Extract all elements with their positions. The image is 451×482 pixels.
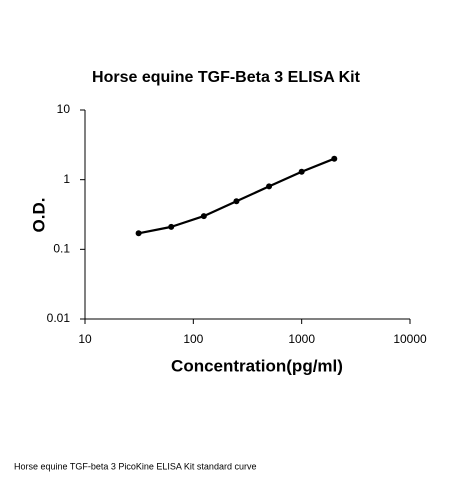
x-tick-label: 100 bbox=[183, 332, 203, 346]
y-tick-label: 10 bbox=[57, 102, 71, 116]
chart-title: Horse equine TGF-Beta 3 ELISA Kit bbox=[92, 69, 361, 86]
data-point bbox=[233, 198, 240, 205]
y-tick-label: 0.1 bbox=[53, 242, 70, 256]
x-tick-label: 1000 bbox=[288, 332, 315, 346]
data-point bbox=[135, 230, 142, 237]
data-point bbox=[168, 223, 175, 230]
data-line bbox=[138, 157, 335, 235]
x-tick-label: 10000 bbox=[393, 332, 427, 346]
y-axis-label: O.D. bbox=[29, 198, 48, 233]
x-tick-label: 10 bbox=[78, 332, 92, 346]
data-point bbox=[200, 213, 207, 220]
x-axis-label: Concentration(pg/ml) bbox=[171, 356, 343, 375]
data-point bbox=[331, 155, 338, 162]
data-point bbox=[298, 168, 305, 175]
caption: Horse equine TGF-beta 3 PicoKine ELISA K… bbox=[14, 461, 256, 471]
data-point bbox=[266, 183, 273, 190]
y-tick-label: 1 bbox=[63, 172, 70, 186]
y-tick-label: 0.01 bbox=[47, 311, 71, 325]
